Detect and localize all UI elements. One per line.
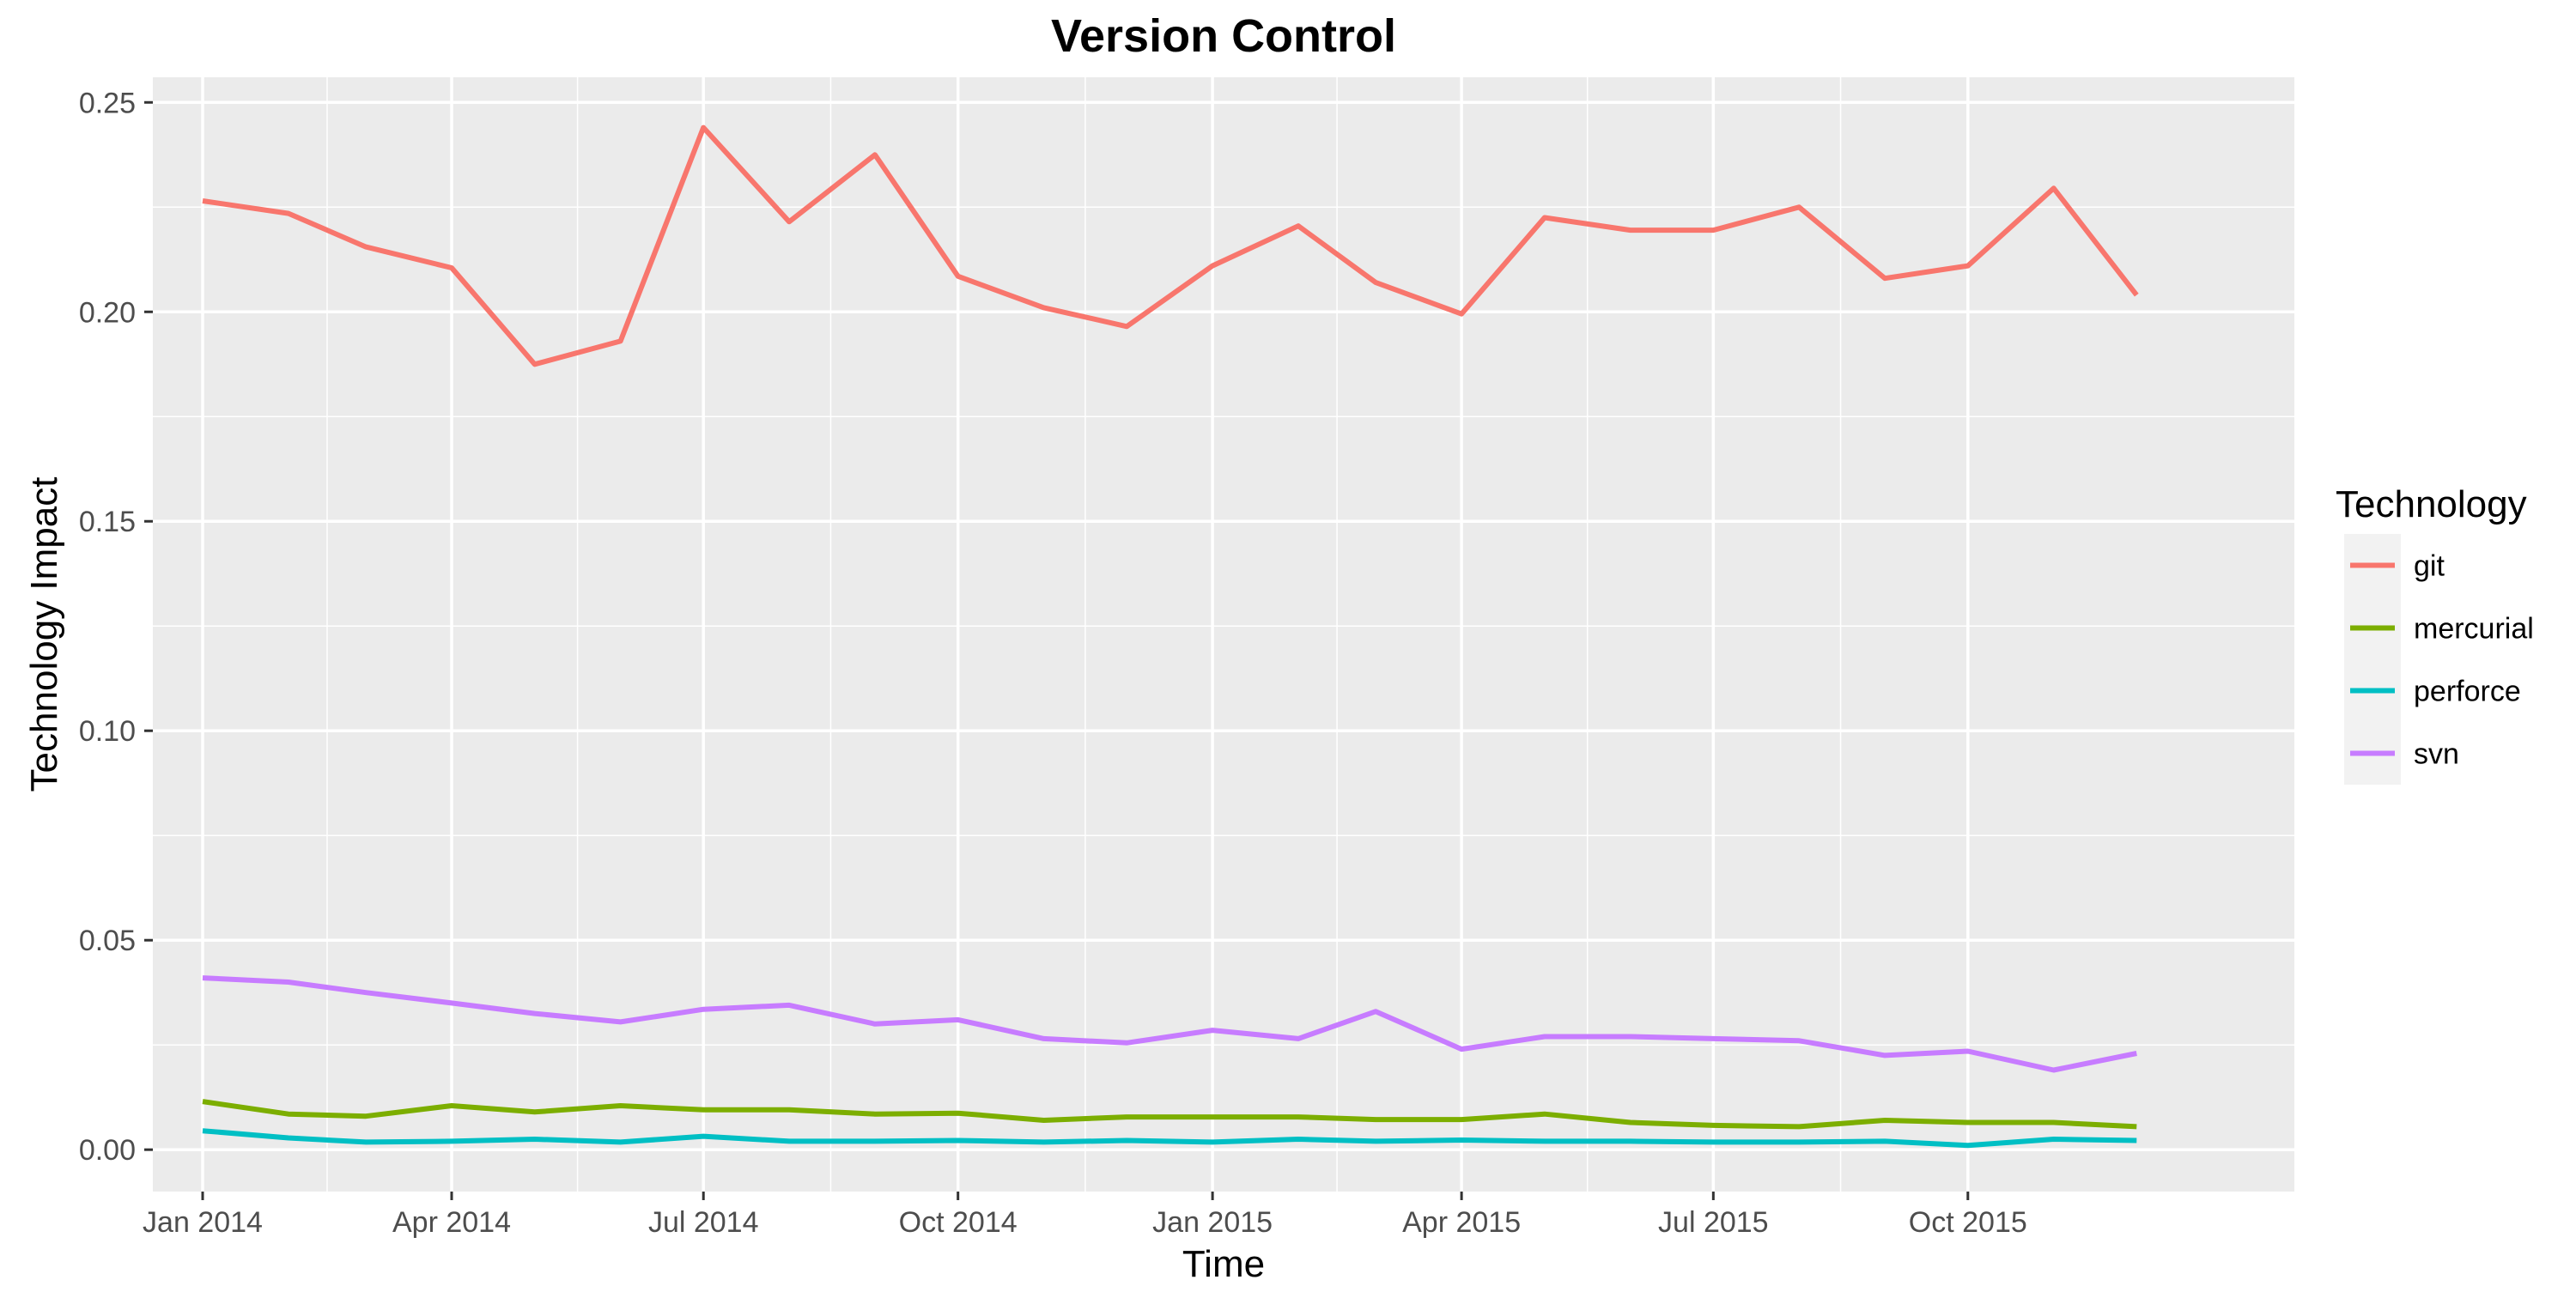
x-tick-label: Jul 2015: [1658, 1206, 1769, 1239]
x-tick-label: Jul 2014: [648, 1206, 759, 1239]
grid-lines: [153, 77, 2294, 1192]
legend-label-mercurial: mercurial: [2414, 613, 2534, 646]
y-axis-title: Technology Impact: [23, 477, 65, 792]
series-line-mercurial: [202, 1099, 2137, 1130]
y-tick-label: 0.10: [79, 715, 136, 748]
series-line-svn: [202, 975, 2137, 1073]
series-line-perforce: [202, 1128, 2137, 1149]
x-tick-label: Oct 2015: [1909, 1206, 2027, 1239]
x-tick-label: Jan 2014: [143, 1206, 263, 1239]
x-tick-label: Oct 2014: [899, 1206, 1018, 1239]
y-tick-label: 0.15: [79, 506, 136, 538]
series-line-git: [202, 124, 2139, 367]
y-axis: 0.00 0.05 0.10 0.15 0.20 0.25: [79, 87, 153, 1167]
x-tick-label: Apr 2015: [1402, 1206, 1521, 1239]
x-axis: Jan 2014 Apr 2014 Jul 2014 Oct 2014 Jan 2015…: [143, 1192, 2027, 1239]
y-tick-label: 0.25: [79, 87, 136, 119]
legend-label-git: git: [2414, 550, 2445, 583]
legend-title: Technology: [2336, 483, 2527, 525]
x-tick-label: Apr 2014: [392, 1206, 511, 1239]
legend: Technology git mercurial perforce svn: [2336, 483, 2534, 785]
y-tick-label: 0.20: [79, 296, 136, 329]
chart-title: Version Control: [1051, 10, 1396, 62]
plot-panel: [153, 77, 2294, 1192]
legend-label-svn: svn: [2414, 738, 2459, 771]
x-axis-title: Time: [1182, 1243, 1265, 1285]
x-tick-label: Jan 2015: [1152, 1206, 1273, 1239]
series-lines: [202, 124, 2139, 1149]
legend-label-perforce: perforce: [2414, 676, 2521, 708]
y-tick-label: 0.00: [79, 1134, 136, 1167]
y-tick-label: 0.05: [79, 925, 136, 957]
